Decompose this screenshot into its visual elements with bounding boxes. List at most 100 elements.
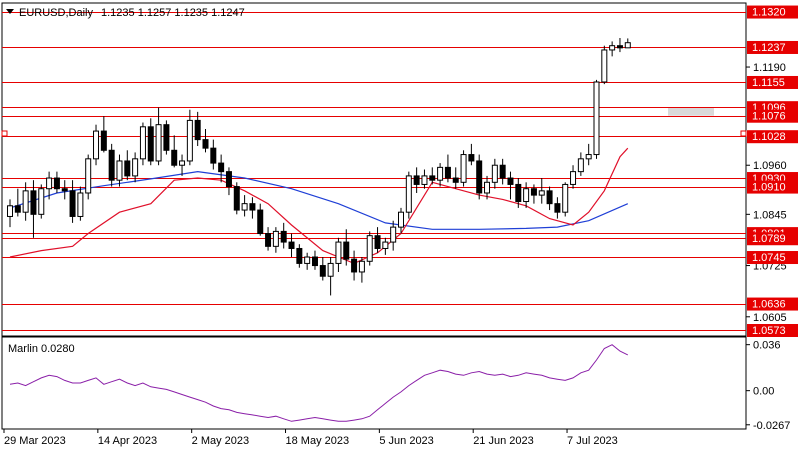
candle — [538, 178, 545, 204]
candle-body — [311, 256, 318, 267]
candle — [523, 182, 530, 208]
indicator-label: Marlin 0.0280 — [8, 343, 75, 355]
candle — [257, 203, 264, 236]
level-lines — [2, 12, 746, 331]
level-label-bg — [747, 5, 798, 19]
candle — [405, 171, 412, 219]
candle — [444, 154, 451, 183]
indicator-panel-frame — [1, 336, 747, 430]
candle-body — [22, 190, 29, 213]
oscillator-axis-ticks: 0.036 0.00 -0.0267 — [746, 340, 790, 432]
candle — [304, 252, 311, 270]
candle-body — [444, 166, 451, 179]
candle-body — [374, 235, 381, 249]
level-label-bg — [747, 297, 798, 311]
candle-body — [179, 160, 186, 166]
candle-body — [241, 203, 248, 211]
level-labels: 1.13201.12371.11551.10961.10761.10281.09… — [747, 5, 798, 337]
time-axis: 29 Mar 2023 14 Apr 2023 2 May 2023 18 May 2… — [3, 429, 618, 447]
candle — [22, 182, 29, 221]
time-tick-label: 21 Jun 2023 — [473, 435, 534, 447]
candle-body — [382, 241, 389, 249]
candle — [147, 118, 154, 166]
level-label: 1.0910 — [752, 182, 786, 194]
candle — [296, 244, 303, 268]
level-label-bg — [747, 232, 798, 246]
time-tick-label: 5 Jun 2023 — [379, 435, 433, 447]
candle — [272, 227, 279, 253]
candle-body — [366, 235, 373, 262]
candle — [366, 231, 373, 266]
candle-body — [523, 188, 530, 203]
candle — [14, 188, 21, 217]
candle — [491, 158, 498, 189]
candle-body — [296, 247, 303, 264]
collapse-triangle-icon[interactable] — [6, 9, 14, 14]
candle — [421, 169, 428, 189]
candle — [69, 180, 76, 223]
candle-body — [562, 183, 569, 213]
candle — [460, 150, 467, 187]
candle-body — [233, 186, 240, 211]
candle — [218, 154, 225, 183]
candle-body — [132, 158, 139, 177]
level-label: 1.0573 — [752, 325, 786, 337]
level-label: 1.1237 — [752, 42, 786, 54]
candle — [171, 135, 178, 168]
candle — [179, 154, 186, 176]
candle — [288, 233, 295, 258]
candle-body — [139, 126, 146, 160]
level-label: 1.1076 — [752, 111, 786, 123]
level-label: 1.1155 — [752, 77, 785, 89]
candle — [327, 257, 334, 296]
candle — [124, 150, 131, 181]
candle — [546, 186, 553, 211]
candle-body — [546, 190, 553, 205]
candle-body — [53, 177, 60, 190]
candle-body — [249, 203, 256, 211]
level-label-bg — [747, 109, 798, 123]
price-tick-label: 1.0605 — [753, 312, 787, 324]
candle — [186, 109, 193, 166]
candle — [335, 237, 342, 272]
candle-body — [194, 119, 201, 141]
candle-body — [405, 175, 412, 213]
candle-body — [225, 171, 232, 188]
candle-body — [570, 171, 577, 185]
oscillator-tick-label: -0.0267 — [753, 420, 790, 432]
level-label-bg — [747, 251, 798, 265]
candle-body — [343, 241, 350, 260]
oscillator-series — [9, 344, 629, 422]
candle-body — [155, 124, 162, 162]
candle — [132, 152, 139, 183]
candle-body — [499, 164, 506, 179]
candle — [609, 41, 616, 57]
time-tick-label: 29 Mar 2023 — [4, 435, 66, 447]
candle-body — [585, 154, 592, 160]
candle-body — [484, 181, 491, 194]
price-tick-label: 1.1190 — [753, 62, 786, 74]
candle-body — [609, 45, 616, 51]
candle — [249, 197, 256, 219]
candle — [225, 167, 232, 196]
candle-body — [624, 42, 631, 49]
candle — [570, 165, 577, 189]
time-tick-label: 7 Jul 2023 — [567, 435, 618, 447]
candle — [484, 175, 491, 200]
candle — [46, 171, 53, 200]
price-tick-label: 1.0960 — [753, 160, 787, 172]
candle — [30, 180, 37, 238]
candle-body — [186, 119, 193, 162]
candle-body — [530, 188, 537, 196]
candle — [507, 171, 514, 200]
candle — [577, 152, 584, 176]
candle — [61, 180, 68, 200]
candle-body — [476, 160, 483, 194]
candle — [233, 182, 240, 215]
level-label: 1.0789 — [752, 233, 786, 245]
level-label-bg — [747, 324, 798, 337]
candle-body — [93, 130, 100, 160]
candle-body — [218, 162, 225, 173]
sideways-zone — [668, 107, 714, 116]
